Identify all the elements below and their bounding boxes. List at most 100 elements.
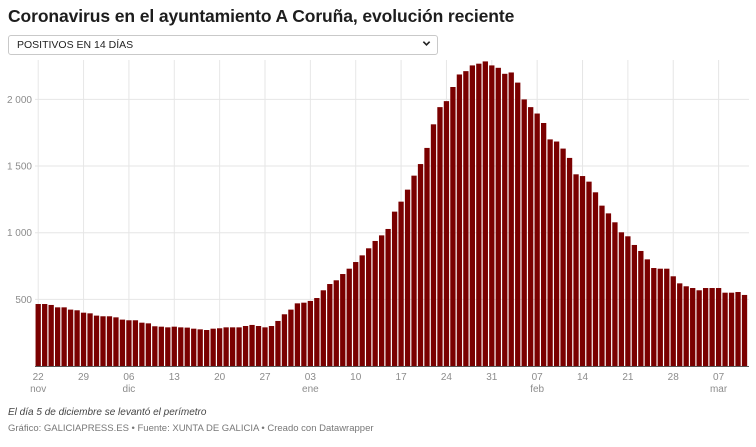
bar <box>236 327 242 366</box>
y-tick-label: 500 <box>15 295 32 306</box>
bar <box>275 320 281 366</box>
bar <box>508 72 514 367</box>
chart-title: Coronavirus en el ayuntamiento A Coruña,… <box>8 6 515 26</box>
bar <box>728 292 735 366</box>
bar <box>540 122 547 366</box>
bar <box>612 222 618 366</box>
bar <box>398 201 404 366</box>
x-tick-label: 20 <box>214 372 226 383</box>
bar <box>664 268 670 366</box>
bar <box>404 189 411 366</box>
bar <box>42 304 48 366</box>
bar <box>489 65 495 366</box>
bar <box>359 255 365 366</box>
bar <box>696 290 702 366</box>
x-tick-label: 29 <box>78 372 90 383</box>
y-tick-label: 1 500 <box>7 162 32 173</box>
bar <box>469 65 476 366</box>
bar <box>35 304 41 366</box>
bar <box>385 228 391 366</box>
bar <box>113 317 119 366</box>
bar <box>495 67 501 367</box>
bar <box>715 288 722 366</box>
bar <box>515 82 521 367</box>
bar <box>223 327 229 366</box>
bar <box>378 235 385 366</box>
x-tick-label: 13 <box>169 372 181 383</box>
bar <box>301 302 307 366</box>
bar <box>599 205 605 366</box>
bar <box>592 192 599 366</box>
bar <box>534 113 540 366</box>
bars <box>35 61 748 367</box>
x-tick-label: 31 <box>486 372 498 383</box>
x-tick-label: 17 <box>396 372 408 383</box>
bar <box>722 292 728 366</box>
bar <box>48 304 54 366</box>
x-tick-label: 10 <box>350 372 362 383</box>
x-tick-label: 22 <box>33 372 45 383</box>
bar <box>605 213 612 366</box>
bar <box>67 309 74 366</box>
bar <box>683 286 689 366</box>
bar <box>119 319 126 366</box>
bar <box>417 164 424 366</box>
x-tick-label: 03 <box>305 372 317 383</box>
bar <box>573 174 579 366</box>
bar <box>502 73 508 366</box>
x-tick-month: ene <box>302 384 319 395</box>
bar <box>443 101 450 366</box>
bar <box>145 323 152 366</box>
bar <box>100 316 106 366</box>
bar <box>618 232 625 366</box>
bar <box>333 280 339 366</box>
y-tick-label: 2 000 <box>7 95 32 106</box>
bar <box>651 268 657 366</box>
metric-select-value: POSITIVOS EN 14 DÍAS <box>17 39 134 51</box>
bar <box>210 328 216 366</box>
x-tick-label: 24 <box>441 372 453 383</box>
bar <box>735 292 741 366</box>
bar <box>268 326 275 366</box>
bar <box>197 329 203 366</box>
bar <box>366 248 372 366</box>
x-tick-label: 07 <box>532 372 544 383</box>
x-tick-label: 14 <box>577 372 589 383</box>
x-tick-label: 27 <box>259 372 271 383</box>
x-tick-month: nov <box>30 384 46 395</box>
bar <box>340 274 346 366</box>
bar <box>346 268 352 366</box>
bar <box>288 309 294 366</box>
bar <box>528 107 534 366</box>
bar <box>158 326 164 366</box>
x-tick-label: 21 <box>622 372 634 383</box>
x-tick-label: 28 <box>668 372 680 383</box>
bar <box>631 244 638 366</box>
bar <box>281 314 288 366</box>
bar <box>87 313 93 366</box>
metric-select[interactable]: POSITIVOS EN 14 DÍAS <box>8 35 438 55</box>
bar <box>132 320 139 366</box>
bar <box>741 294 748 366</box>
bar <box>242 326 249 366</box>
bar <box>450 87 456 366</box>
bar <box>229 327 236 366</box>
bar <box>670 276 676 366</box>
bar <box>152 326 158 366</box>
bar <box>93 315 100 366</box>
bar <box>294 303 301 366</box>
bar <box>249 324 255 366</box>
x-tick-label: 07 <box>713 372 725 383</box>
chart-note: El día 5 de diciembre se levantó el perí… <box>8 407 207 418</box>
y-axis: 500 1 000 1 500 2 000 <box>7 95 32 306</box>
bar <box>314 298 320 366</box>
x-tick-label: 06 <box>123 372 135 383</box>
bar <box>657 268 663 366</box>
bar <box>204 330 210 366</box>
bar <box>320 290 326 366</box>
bar <box>437 107 443 366</box>
bar <box>372 240 378 366</box>
bar <box>262 327 268 366</box>
chart-footer: Gráfico: GALICIAPRESS.ES • Fuente: XUNTA… <box>8 423 374 434</box>
